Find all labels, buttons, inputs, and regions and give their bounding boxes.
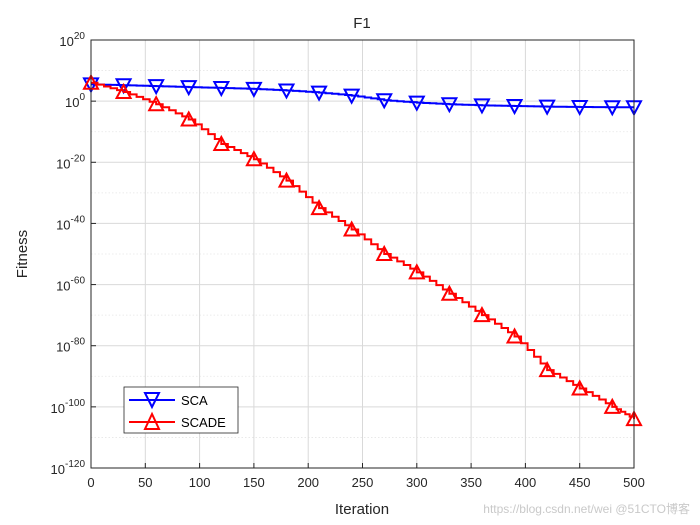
x-tick-label: 500 bbox=[623, 475, 645, 490]
marker-scade bbox=[375, 244, 393, 261]
marker-sca bbox=[408, 95, 426, 112]
x-tick-label: 300 bbox=[406, 475, 428, 490]
series-line-sca bbox=[91, 83, 634, 109]
marker-scade bbox=[147, 95, 165, 112]
marker-sca bbox=[375, 93, 393, 110]
y-tick-label: 10-100 bbox=[51, 398, 86, 416]
marker-scade bbox=[440, 284, 459, 301]
legend: SCA SCADE bbox=[123, 386, 239, 434]
marker-scade bbox=[245, 150, 263, 167]
legend-marker-sca bbox=[143, 392, 161, 410]
marker-sca bbox=[180, 80, 198, 97]
x-tick-label: 200 bbox=[297, 475, 319, 490]
y-tick-label: 1020 bbox=[59, 31, 85, 49]
chart-title: F1 bbox=[353, 15, 371, 32]
marker-sca bbox=[277, 83, 296, 100]
marker-scade bbox=[342, 220, 361, 237]
ticks: 0 50 100 150 200 250 300 350 400 450 500 1020 100 10-… bbox=[51, 31, 645, 490]
marker-sca bbox=[473, 98, 491, 115]
y-tick-label: 100 bbox=[65, 92, 85, 110]
x-tick-label: 0 bbox=[87, 475, 94, 490]
marker-sca bbox=[505, 99, 524, 116]
marker-scade bbox=[603, 397, 621, 414]
marker-scade bbox=[571, 379, 589, 396]
x-tick-label: 400 bbox=[515, 475, 537, 490]
y-tick-label: 10-80 bbox=[56, 337, 85, 355]
x-tick-label: 250 bbox=[352, 475, 374, 490]
x-tick-label: 150 bbox=[243, 475, 265, 490]
legend-marker-scade bbox=[143, 411, 161, 430]
legend-label-scade: SCADE bbox=[181, 415, 226, 430]
x-tick-label: 50 bbox=[138, 475, 152, 490]
x-tick-label: 100 bbox=[189, 475, 211, 490]
legend-label-sca: SCA bbox=[181, 393, 208, 408]
marker-sca bbox=[440, 97, 459, 114]
marker-scade bbox=[277, 171, 296, 188]
marker-sca bbox=[571, 99, 589, 117]
marker-sca bbox=[147, 79, 165, 96]
marker-scade bbox=[473, 306, 491, 323]
x-axis-title: Iteration bbox=[335, 501, 389, 518]
marker-scade bbox=[180, 110, 198, 127]
marker-scade bbox=[505, 327, 524, 344]
watermark: https://blog.csdn.net/wei @51CTO博客 bbox=[483, 501, 690, 516]
marker-scade bbox=[212, 134, 230, 151]
marker-sca bbox=[114, 78, 133, 95]
marker-sca bbox=[212, 81, 230, 98]
series-line-scade bbox=[91, 81, 635, 420]
marker-scade bbox=[114, 82, 133, 99]
marker-sca bbox=[342, 88, 361, 105]
marker-sca bbox=[603, 100, 621, 117]
y-tick-label: 10-40 bbox=[56, 214, 85, 232]
marker-scade bbox=[408, 263, 426, 280]
x-tick-label: 450 bbox=[569, 475, 591, 490]
marker-sca bbox=[310, 85, 328, 102]
y-tick-label: 10-120 bbox=[51, 459, 86, 477]
marker-scade bbox=[310, 199, 328, 216]
marker-scade bbox=[538, 361, 556, 378]
y-axis-title: Fitness bbox=[14, 230, 31, 278]
y-tick-label: 10-60 bbox=[56, 276, 85, 294]
y-tick-label: 10-20 bbox=[56, 153, 85, 171]
x-tick-label: 350 bbox=[460, 475, 482, 490]
marker-sca bbox=[538, 99, 556, 116]
legend-box bbox=[123, 386, 239, 434]
marker-sca bbox=[245, 81, 263, 99]
